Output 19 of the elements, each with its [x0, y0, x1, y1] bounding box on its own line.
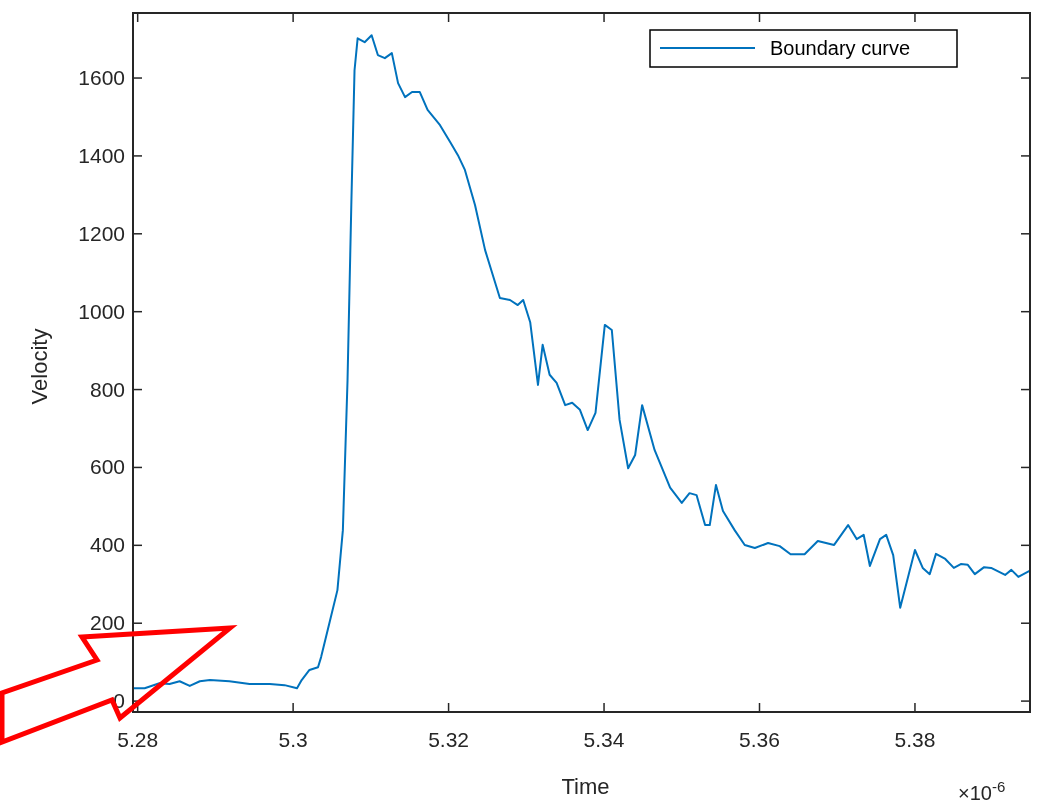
x-tick-label: 5.34 — [583, 728, 625, 751]
y-tick-label: 1400 — [78, 143, 125, 167]
y-tick-label: 1600 — [78, 66, 125, 90]
y-tick-label: 800 — [89, 377, 125, 401]
x-tick-label: 5.3 — [278, 728, 308, 751]
text: ×10$^{-6}$ — [958, 777, 1006, 803]
y-axis-title: Velocity — [27, 328, 52, 405]
x-axis-title: Time — [561, 774, 610, 799]
x-tick-label: 5.36 — [739, 728, 780, 751]
x-tick-label: 5.28 — [117, 728, 159, 751]
legend-label: Boundary curve — [770, 37, 911, 59]
x-tick-label: 5.32 — [428, 728, 470, 751]
y-tick-label: 600 — [89, 455, 125, 479]
x-tick-label: 5.38 — [894, 728, 936, 751]
line-series — [132, 34, 1031, 690]
y-tick-label: 400 — [89, 533, 125, 557]
y-tick-label: 1000 — [78, 299, 125, 323]
y-tick-label: 1200 — [78, 221, 125, 245]
y-tick-label: 200 — [89, 611, 125, 635]
